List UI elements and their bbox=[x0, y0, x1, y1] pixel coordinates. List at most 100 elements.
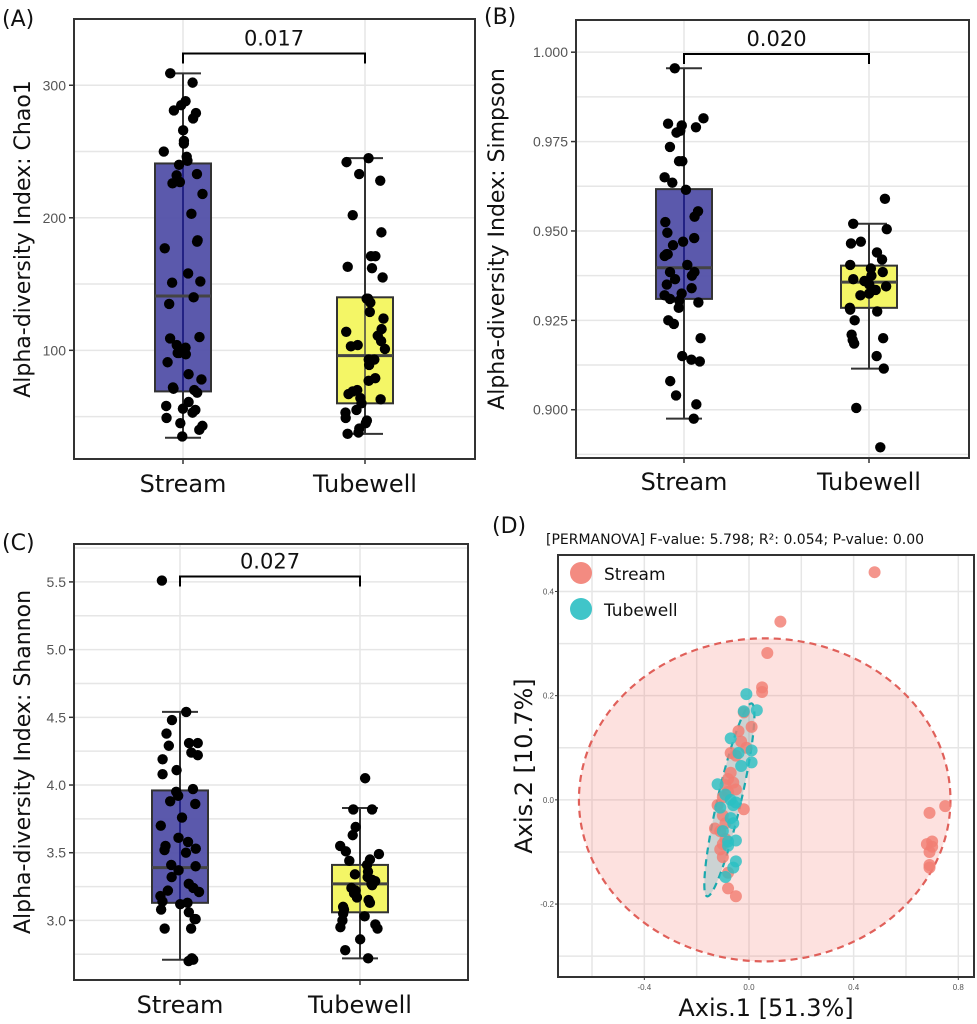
data-point bbox=[682, 259, 693, 271]
data-point bbox=[181, 706, 192, 718]
data-point bbox=[671, 127, 682, 138]
data-point bbox=[351, 404, 362, 416]
data-point bbox=[171, 339, 182, 351]
data-point bbox=[348, 804, 359, 815]
data-point bbox=[197, 188, 208, 200]
data-point bbox=[196, 374, 207, 385]
data-point bbox=[157, 768, 168, 780]
data-point bbox=[377, 272, 388, 283]
x-tick-label: -0.4 bbox=[637, 983, 651, 992]
data-point bbox=[193, 886, 205, 898]
data-point bbox=[159, 844, 170, 856]
data-point bbox=[188, 292, 199, 303]
data-point bbox=[342, 261, 353, 273]
data-point bbox=[686, 354, 697, 365]
data-point bbox=[677, 156, 688, 167]
x-axis-title: Axis.1 [51.3%] bbox=[678, 994, 853, 1022]
data-point-tubewell bbox=[727, 861, 740, 874]
data-point bbox=[660, 216, 671, 228]
data-point bbox=[871, 306, 883, 317]
y-tick-label: 100 bbox=[43, 342, 67, 358]
data-point bbox=[341, 326, 352, 337]
significance-bracket bbox=[179, 575, 361, 587]
data-point bbox=[677, 350, 688, 362]
data-point bbox=[182, 155, 193, 167]
data-point bbox=[175, 418, 186, 429]
data-point bbox=[165, 68, 176, 79]
x-tick-label: Stream bbox=[137, 991, 224, 1019]
y-tick-label: 0.900 bbox=[533, 402, 568, 418]
data-point bbox=[183, 737, 195, 749]
data-point bbox=[168, 105, 180, 116]
y-tick-label: 5.0 bbox=[47, 642, 67, 658]
y-tick-label: 4.5 bbox=[47, 709, 67, 725]
data-point-stream bbox=[923, 861, 936, 874]
data-point bbox=[190, 843, 201, 854]
data-point bbox=[366, 880, 378, 891]
data-point bbox=[877, 266, 888, 278]
y-axis-title: Alpha-diversity Index: Simpson bbox=[485, 68, 510, 410]
y-tick-label: 1.000 bbox=[533, 44, 568, 60]
plot-frame bbox=[73, 18, 476, 460]
confidence-ellipse-stream bbox=[577, 637, 952, 963]
y-tick-label: 0.2 bbox=[543, 692, 555, 701]
y-tick-label: 0.0 bbox=[543, 796, 555, 805]
data-point-stream bbox=[745, 720, 758, 733]
data-point bbox=[881, 223, 892, 235]
data-point bbox=[166, 714, 178, 726]
data-point bbox=[177, 125, 189, 136]
significance-bracket bbox=[182, 52, 366, 64]
data-point bbox=[162, 885, 174, 896]
data-point-tubewell bbox=[716, 825, 729, 838]
data-point bbox=[335, 921, 346, 933]
data-point bbox=[166, 277, 178, 288]
data-point bbox=[173, 159, 185, 170]
data-point bbox=[345, 341, 357, 352]
data-point bbox=[849, 315, 860, 326]
legend-swatch-stream bbox=[570, 562, 592, 584]
data-point-stream bbox=[756, 686, 769, 699]
data-point bbox=[359, 911, 370, 922]
data-point bbox=[186, 208, 197, 220]
y-tick-label: -0.2 bbox=[540, 900, 554, 909]
data-point bbox=[686, 282, 697, 294]
data-point bbox=[349, 869, 361, 880]
data-point bbox=[378, 313, 389, 324]
data-point bbox=[375, 175, 386, 186]
plot-frame bbox=[575, 19, 970, 459]
data-point bbox=[364, 897, 376, 909]
data-point bbox=[665, 375, 676, 387]
data-point bbox=[855, 290, 866, 301]
data-point bbox=[163, 298, 175, 310]
data-point-stream bbox=[939, 800, 952, 813]
panel-label: (B) bbox=[484, 5, 516, 30]
data-point bbox=[663, 315, 674, 326]
data-point bbox=[673, 302, 684, 314]
y-tick-label: 200 bbox=[43, 210, 67, 226]
p-value-label: 0.027 bbox=[240, 549, 300, 573]
data-point bbox=[158, 146, 169, 157]
data-point bbox=[866, 270, 877, 281]
data-point bbox=[183, 955, 194, 967]
data-point bbox=[695, 333, 706, 344]
data-point-tubewell bbox=[750, 704, 763, 717]
data-point-tubewell bbox=[735, 760, 748, 772]
data-point bbox=[363, 359, 375, 371]
data-point bbox=[177, 431, 188, 442]
data-point bbox=[183, 368, 194, 380]
data-point bbox=[698, 113, 709, 124]
data-point bbox=[880, 281, 892, 292]
data-point bbox=[161, 728, 172, 739]
data-point bbox=[342, 428, 353, 440]
p-value-label: 0.020 bbox=[746, 27, 806, 51]
data-point-tubewell bbox=[740, 688, 753, 701]
y-tick-label: 0.975 bbox=[533, 134, 568, 150]
data-point bbox=[848, 338, 860, 349]
data-point bbox=[376, 227, 387, 238]
data-point bbox=[160, 400, 172, 412]
data-point bbox=[667, 177, 678, 188]
y-tick-label: 0.4 bbox=[543, 587, 555, 596]
data-point bbox=[364, 306, 376, 318]
data-point bbox=[350, 821, 361, 833]
